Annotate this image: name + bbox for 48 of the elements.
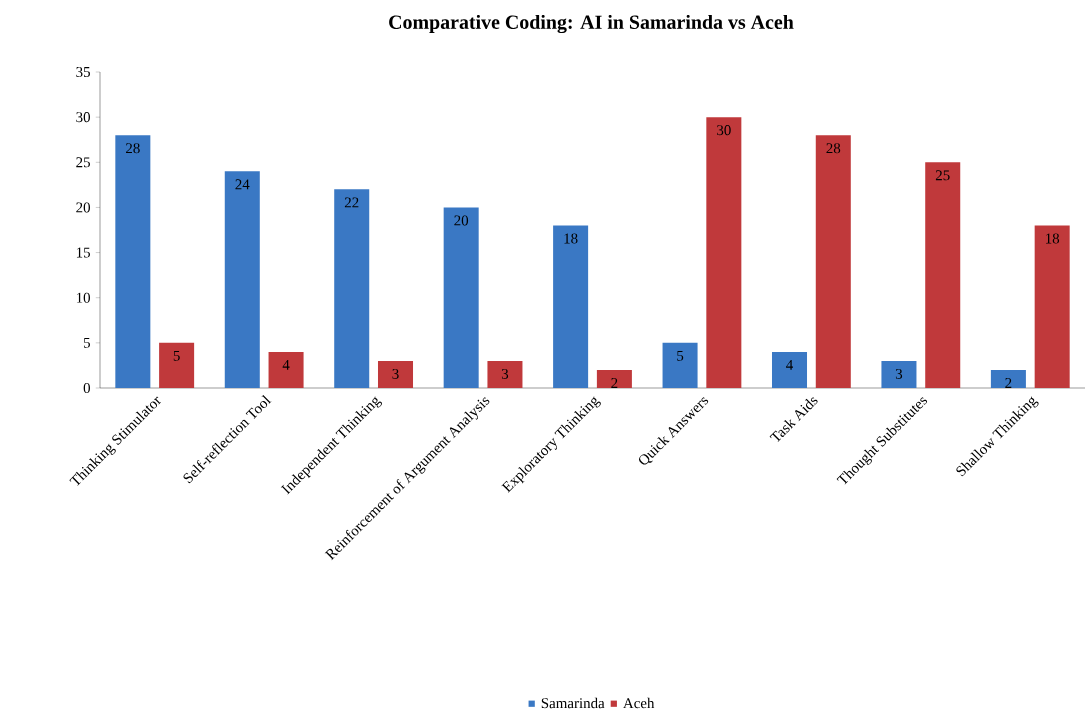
bar: [334, 189, 370, 388]
data-label: 2: [1005, 378, 1012, 388]
data-label: 5: [677, 350, 684, 361]
bar: [553, 225, 589, 388]
bar: [706, 117, 742, 388]
bar: [1034, 225, 1070, 388]
data-label: 4: [786, 359, 793, 370]
data-label: 18: [564, 233, 578, 244]
bar: [925, 162, 961, 388]
data-label: 3: [895, 368, 903, 379]
y-tick-label: 30: [76, 112, 90, 123]
data-label: 4: [282, 359, 290, 370]
data-label: 2: [611, 378, 618, 388]
bar: [377, 360, 414, 388]
data-label: 28: [126, 143, 140, 154]
data-label: 22: [344, 197, 359, 208]
bar: [596, 369, 632, 388]
data-label: 28: [826, 143, 841, 154]
data-label: 5: [173, 350, 180, 361]
bar: [771, 351, 808, 388]
bar: [487, 360, 523, 388]
data-label: 20: [454, 215, 469, 226]
bar: [159, 342, 195, 388]
bar: [990, 369, 1026, 388]
data-label: 3: [501, 368, 509, 379]
y-tick-label: 10: [76, 292, 90, 303]
bar: [443, 207, 479, 388]
y-tick-label: 20: [76, 202, 90, 213]
legend-label: Aceh: [623, 697, 655, 709]
x-tick-label: Task Aids: [769, 397, 818, 443]
y-tick-label: 35: [76, 66, 90, 78]
data-label: 24: [235, 179, 250, 190]
y-tick-label: 15: [76, 247, 90, 258]
data-label: 18: [1046, 233, 1060, 244]
bar: [662, 342, 698, 388]
chart-title: Comparative Coding: AI in Samarinda vs Aceh: [389, 14, 794, 34]
data-label: 25: [935, 170, 950, 181]
bar: [881, 360, 917, 388]
bar: [268, 351, 304, 388]
legend-label: Samarinda: [541, 697, 605, 709]
bar: [115, 135, 151, 388]
y-tick-label: 0: [83, 382, 90, 394]
y-tick-label: 5: [83, 337, 90, 348]
bar: [815, 135, 851, 388]
bar: [224, 171, 260, 388]
y-tick-label: 25: [76, 157, 90, 168]
data-label: 30: [717, 125, 731, 136]
data-label: 3: [392, 368, 399, 379]
